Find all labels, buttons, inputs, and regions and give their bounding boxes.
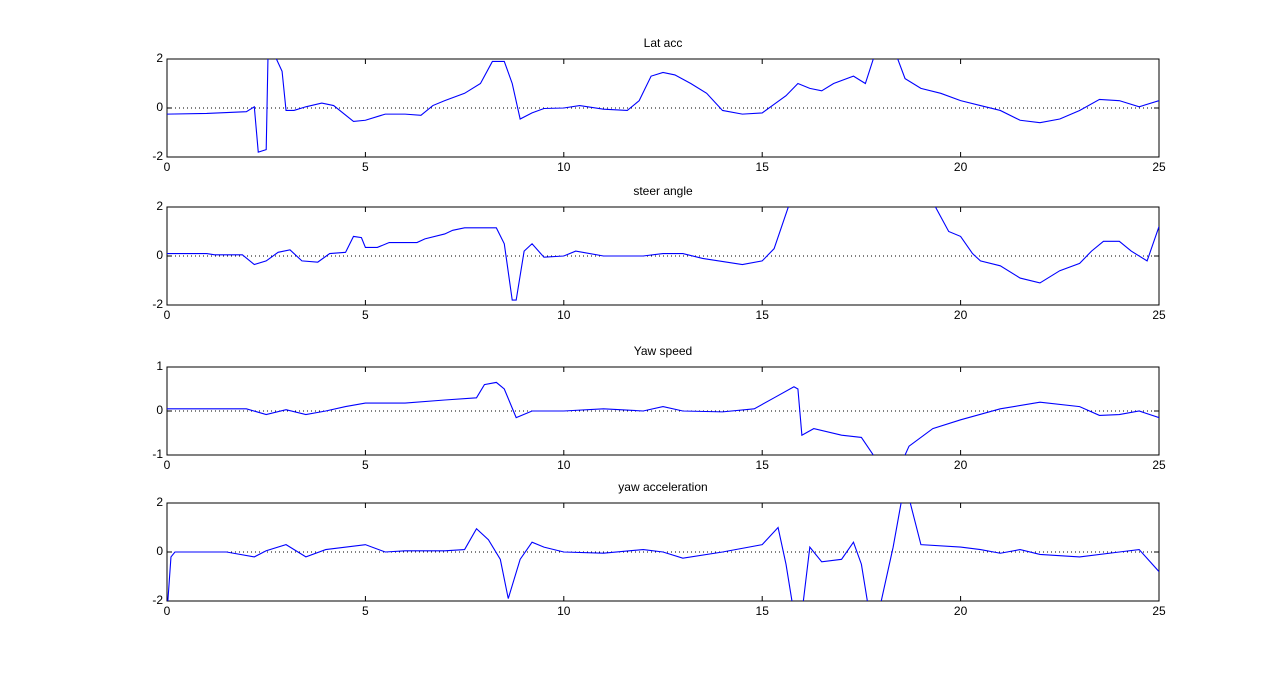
x-tick-label: 25	[1152, 308, 1166, 322]
y-tick-label: 0	[156, 403, 163, 417]
x-tick-label: 5	[362, 308, 369, 322]
x-tick-label: 0	[164, 160, 171, 174]
x-tick-label: 20	[954, 604, 968, 618]
y-tick-label: -1	[152, 447, 163, 461]
y-tick-label: 1	[156, 359, 163, 373]
plot-area	[167, 207, 1159, 301]
data-line	[167, 59, 1159, 153]
x-tick-label: 15	[756, 604, 770, 618]
plot-area	[167, 503, 1159, 601]
x-tick-label: 10	[557, 308, 571, 322]
x-tick-label: 15	[756, 160, 770, 174]
x-tick-label: 5	[362, 604, 369, 618]
y-tick-label: 2	[156, 51, 163, 65]
x-tick-label: 25	[1152, 604, 1166, 618]
y-tick-label: -2	[152, 593, 163, 607]
y-tick-label: 0	[156, 248, 163, 262]
data-line	[167, 381, 1159, 455]
x-tick-label: 10	[557, 604, 571, 618]
subplot-title: yaw acceleration	[618, 480, 707, 494]
y-tick-label: 0	[156, 544, 163, 558]
x-tick-label: 10	[557, 458, 571, 472]
x-tick-label: 25	[1152, 160, 1166, 174]
x-tick-label: 20	[954, 160, 968, 174]
x-tick-label: 5	[362, 160, 369, 174]
x-tick-label: 0	[164, 604, 171, 618]
data-line	[167, 207, 1159, 301]
x-tick-label: 0	[164, 458, 171, 472]
data-line	[167, 503, 1159, 601]
subplot-title: Lat acc	[644, 36, 683, 50]
subplot-title: steer angle	[633, 184, 693, 198]
subplot-title: Yaw speed	[634, 344, 692, 358]
y-tick-label: -2	[152, 297, 163, 311]
x-tick-label: 20	[954, 458, 968, 472]
y-tick-label: 0	[156, 100, 163, 114]
x-tick-label: 25	[1152, 458, 1166, 472]
x-tick-label: 10	[557, 160, 571, 174]
y-tick-label: 2	[156, 495, 163, 509]
plot-area	[167, 59, 1159, 153]
x-tick-label: 15	[756, 308, 770, 322]
plot-area	[167, 381, 1159, 455]
y-tick-label: 2	[156, 199, 163, 213]
x-tick-label: 0	[164, 308, 171, 322]
x-tick-label: 5	[362, 458, 369, 472]
x-tick-label: 20	[954, 308, 968, 322]
y-tick-label: -2	[152, 149, 163, 163]
x-tick-label: 15	[756, 458, 770, 472]
